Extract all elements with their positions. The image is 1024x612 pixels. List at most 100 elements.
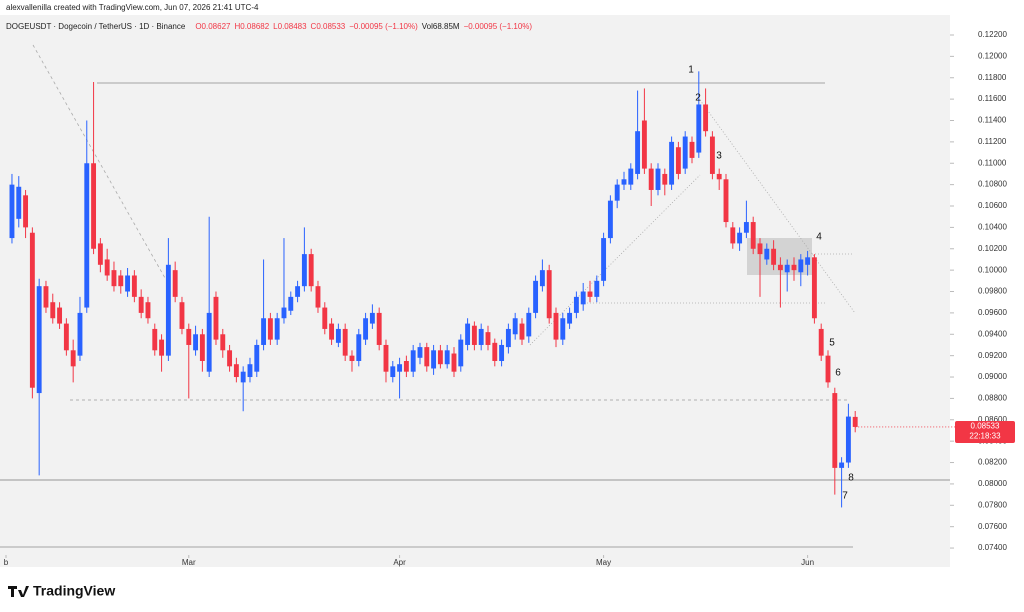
candle-body	[655, 168, 661, 190]
candle-body	[111, 270, 117, 287]
candle-body	[84, 163, 90, 308]
candle-body	[839, 462, 845, 468]
candle-body	[845, 416, 851, 463]
quote-item: O0.08627	[195, 22, 231, 31]
candle-body	[240, 371, 246, 383]
candle-body	[580, 291, 586, 305]
y-tick-label: 0.10600	[978, 201, 1007, 210]
y-tick-label: 0.09400	[978, 329, 1007, 338]
y-tick-label: 0.07800	[978, 500, 1007, 509]
candle-body	[614, 184, 620, 201]
candle-body	[29, 232, 35, 388]
candle-body	[451, 353, 457, 372]
candle-body	[730, 227, 736, 244]
candle-body	[533, 280, 539, 313]
x-tick-label: May	[596, 558, 611, 567]
candle-body	[247, 364, 253, 378]
candle-body	[342, 328, 348, 356]
candle-body	[383, 344, 389, 372]
candle-body	[70, 350, 76, 367]
y-tick-label: 0.11600	[978, 94, 1007, 103]
candle-body	[403, 360, 409, 372]
candle-body	[560, 318, 566, 340]
candle-body	[505, 328, 511, 348]
candle-body	[519, 323, 525, 340]
plot-area	[0, 15, 950, 567]
candle-body	[295, 286, 301, 297]
candle-body	[274, 318, 280, 340]
wave-label: 3	[716, 151, 722, 162]
candle-body	[791, 264, 797, 271]
brand: TradingView	[33, 583, 115, 599]
candle-body	[852, 416, 858, 427]
trend-line	[32, 44, 166, 279]
candle-body	[832, 393, 838, 468]
y-tick-label: 0.08200	[978, 458, 1007, 467]
candle-body	[485, 332, 491, 345]
candle-body	[784, 264, 790, 273]
quote-item: L0.08483	[273, 22, 307, 31]
candle-body	[349, 355, 355, 361]
y-tick-label: 0.10000	[978, 265, 1007, 274]
candle-body	[138, 296, 144, 313]
price-tag	[955, 420, 1015, 443]
candle-body	[662, 173, 668, 185]
candle-body	[254, 344, 260, 372]
candle-body	[281, 307, 287, 319]
candle-body	[104, 259, 110, 276]
x-tick-label: Mar	[182, 558, 196, 567]
wave-label: 5	[829, 338, 835, 349]
candle-body	[199, 334, 205, 361]
candle-body	[233, 364, 239, 378]
candle-body	[805, 257, 811, 265]
y-tick-label: 0.12000	[978, 51, 1007, 60]
y-tick-label: 0.12200	[978, 30, 1007, 39]
y-tick-label: 0.07400	[978, 543, 1007, 552]
candle-body	[363, 318, 369, 340]
candle-body	[471, 325, 477, 345]
candle-body	[288, 296, 294, 311]
candle-body	[703, 104, 709, 132]
candle-body	[179, 302, 185, 329]
candle-body	[417, 347, 423, 358]
candle-body	[567, 312, 573, 324]
candle-body	[335, 328, 341, 343]
candle-body	[553, 312, 559, 340]
y-tick-label: 0.11200	[978, 137, 1007, 146]
y-tick-label: 0.09000	[978, 372, 1007, 381]
candle-body	[50, 302, 56, 319]
y-tick-label: 0.08600	[978, 415, 1007, 424]
candle-body	[9, 184, 15, 239]
y-tick-label: 0.07600	[978, 522, 1007, 531]
candle-body	[689, 141, 695, 158]
y-tick-label: 0.09200	[978, 351, 1007, 360]
price-tag-value: 0.08533	[971, 422, 1000, 431]
candle-body	[43, 286, 49, 308]
x-tick-label: Jun	[801, 558, 814, 567]
candle-body	[322, 307, 328, 329]
candle-body	[743, 222, 749, 233]
y-tick-label: 0.10800	[978, 180, 1007, 189]
candle-body	[675, 147, 681, 174]
candle-body	[356, 334, 362, 361]
y-tick-label: 0.09800	[978, 287, 1007, 296]
candle-body	[145, 302, 151, 319]
candle-body	[771, 248, 777, 265]
wave-label: 1	[688, 65, 694, 76]
candle-body	[424, 347, 430, 367]
candle-body	[213, 296, 219, 340]
y-tick-label: 0.11800	[978, 73, 1007, 82]
y-tick-label: 0.08000	[978, 479, 1007, 488]
trend-line	[699, 99, 856, 314]
footer-logo: TradingView	[8, 583, 115, 599]
candle-body	[635, 131, 641, 174]
candle-body	[152, 328, 158, 351]
y-tick-label: 0.10200	[978, 244, 1007, 253]
candle-body	[431, 350, 437, 369]
candle-body	[437, 350, 443, 365]
candle-body	[716, 173, 722, 180]
candle-body	[628, 168, 634, 185]
candle-body	[492, 342, 498, 361]
candle-body	[91, 163, 97, 249]
